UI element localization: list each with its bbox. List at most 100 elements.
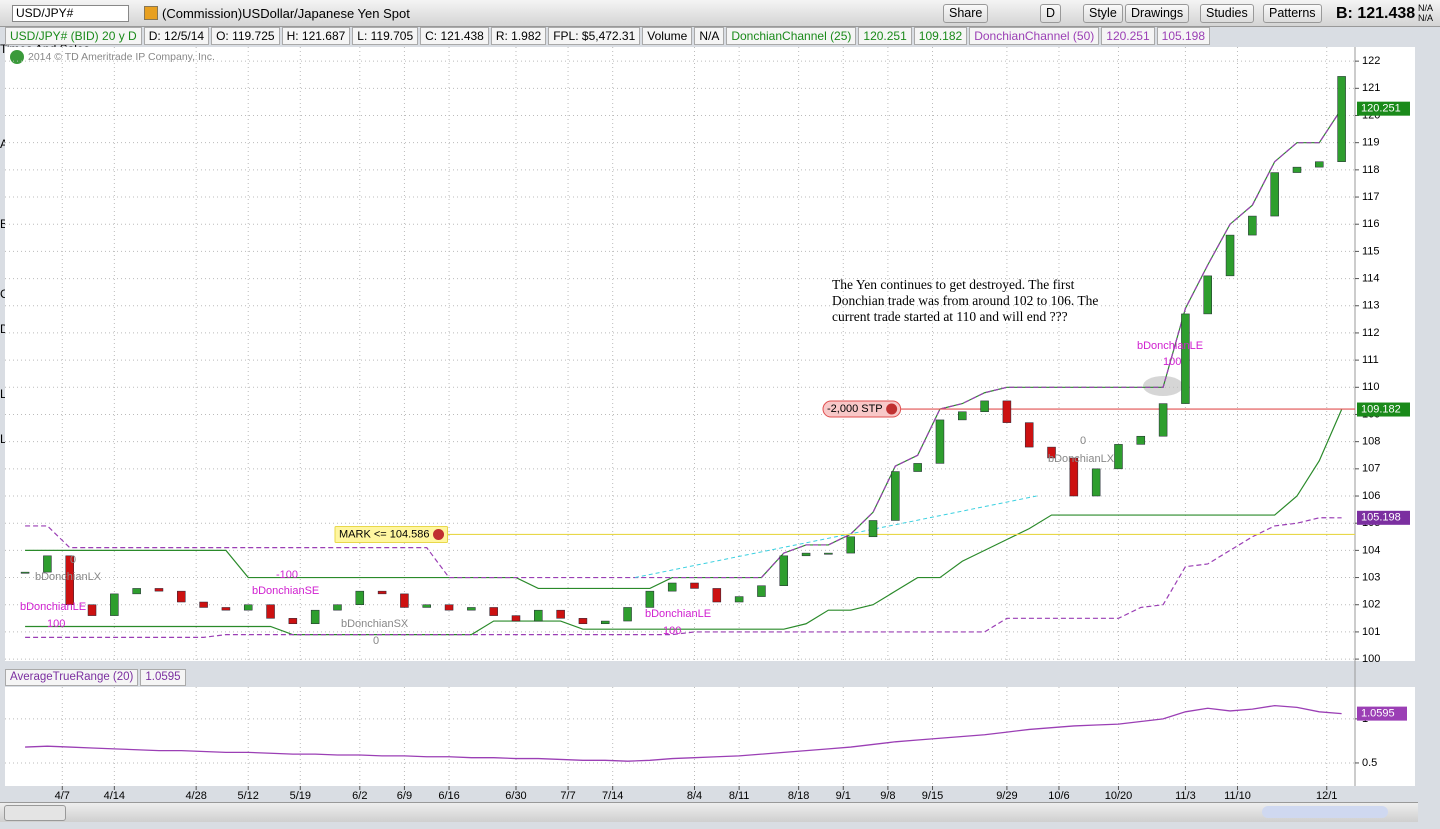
candle <box>400 593 409 608</box>
y-tick-label: 108 <box>1362 436 1380 448</box>
signal-name: bDonchianLX <box>1048 453 1115 465</box>
atr-line <box>25 704 1342 762</box>
signal-name: bDonchianLE <box>645 608 711 620</box>
candle <box>958 411 967 421</box>
bid-price: B: 121.438 <box>1336 5 1416 22</box>
x-tick-label: 5/19 <box>290 790 311 802</box>
atr-title: AverageTrueRange (20) <box>5 669 139 686</box>
candle <box>1158 403 1168 437</box>
share-button[interactable]: Share <box>943 4 989 23</box>
period-button[interactable]: D <box>1040 4 1062 23</box>
x-tick-label: 8/11 <box>729 790 750 802</box>
link-icon[interactable] <box>144 6 158 20</box>
x-tick-label: 5/12 <box>238 790 259 802</box>
x-tick-label: 12/1 <box>1316 790 1337 802</box>
cancel-icon[interactable] <box>433 528 445 540</box>
studies-button[interactable]: Studies <box>1200 4 1254 23</box>
candle <box>1203 275 1212 315</box>
info-item: 120.251 <box>1101 27 1155 45</box>
style-button[interactable]: Style <box>1083 4 1123 23</box>
candle <box>534 609 543 622</box>
symbol-box[interactable]: USD/JPY# <box>12 5 129 22</box>
candle <box>1292 166 1302 173</box>
y-tick-label: 111 <box>1362 354 1379 366</box>
x-tick-label: 4/28 <box>185 790 206 802</box>
candle <box>734 596 744 603</box>
price-tag <box>1357 510 1410 525</box>
info-item: DonchianChannel (25) <box>726 27 857 45</box>
signal-name: bDonchianLE <box>20 601 86 613</box>
x-tick-label: 6/30 <box>505 790 526 802</box>
candle <box>333 604 342 611</box>
signal-qty: 0 <box>1080 435 1086 447</box>
x-tick-label: 9/1 <box>836 790 851 802</box>
info-item: C: 121.438 <box>420 27 489 45</box>
candle <box>132 588 141 595</box>
candle <box>355 590 365 605</box>
candle <box>489 607 498 616</box>
candle <box>110 593 119 616</box>
candle <box>913 463 922 472</box>
y-tick-label: 110 <box>1362 381 1380 393</box>
x-tick-label: 6/9 <box>397 790 412 802</box>
order-text: MARK <= 104.586 <box>339 528 430 540</box>
patterns-button[interactable]: Patterns <box>1263 4 1322 23</box>
y-tick-label: 114 <box>1362 272 1380 284</box>
signal-name: bDonchianSE <box>252 585 319 597</box>
candle <box>20 571 30 574</box>
zoom-controls[interactable] <box>4 805 66 821</box>
candle <box>310 609 320 625</box>
atr-header: AverageTrueRange (20) 1.0595 <box>5 669 188 686</box>
candle <box>221 607 231 611</box>
candle <box>377 590 387 595</box>
price-tag <box>1357 101 1410 116</box>
x-tick-label: 7/14 <box>602 790 623 802</box>
candle <box>578 618 588 625</box>
signal-qty: 100 <box>663 625 681 637</box>
donchian-line <box>25 409 1343 636</box>
candle <box>1248 215 1257 236</box>
order-label: -2,000 STP <box>822 400 902 418</box>
candle <box>444 604 454 611</box>
cancel-icon[interactable] <box>886 403 898 415</box>
y-tick-label: 116 <box>1362 218 1380 230</box>
atr-tag-label: 1.0595 <box>1361 708 1395 720</box>
x-tick-label: 8/4 <box>687 790 702 802</box>
candle <box>757 585 766 597</box>
candle <box>824 552 833 555</box>
price-tag-label: 105.198 <box>1361 512 1401 524</box>
price-panel <box>5 47 1415 661</box>
donchian-line <box>25 108 1343 579</box>
y-tick-label: 112 <box>1362 327 1380 339</box>
candle <box>667 582 677 592</box>
candle <box>1091 468 1101 497</box>
drawings-button[interactable]: Drawings <box>1125 4 1190 23</box>
candle <box>980 400 989 413</box>
candle <box>600 620 610 625</box>
candle <box>243 604 253 611</box>
y-tick-label: 115 <box>1362 245 1380 257</box>
candle <box>556 609 565 619</box>
signal-name: bDonchianSX <box>341 618 409 630</box>
scrollbar[interactable] <box>1262 806 1388 818</box>
info-item: R: 1.982 <box>490 27 547 45</box>
candle <box>935 419 945 464</box>
candle <box>1024 422 1034 448</box>
description: (Commission)USDollar/Japanese Yen Spot <box>162 6 410 21</box>
signal-qty: 0 <box>70 554 76 566</box>
signal-qty: 0 <box>373 635 379 647</box>
candle <box>288 618 298 625</box>
x-tick-label: 8/18 <box>788 790 809 802</box>
info-item: D: 12/5/14 <box>143 27 210 45</box>
x-tick-label: 11/3 <box>1175 790 1196 802</box>
order-box <box>822 400 902 418</box>
x-tick-label: 7/7 <box>560 790 575 802</box>
info-item: L: 119.705 <box>352 27 419 45</box>
price-tag-label: 109.182 <box>1361 403 1401 415</box>
order-box <box>334 525 449 543</box>
order-label: MARK <= 104.586 <box>334 525 449 543</box>
candle <box>177 590 186 603</box>
price-tag-label: 120.251 <box>1361 103 1401 115</box>
candle <box>1002 400 1012 423</box>
